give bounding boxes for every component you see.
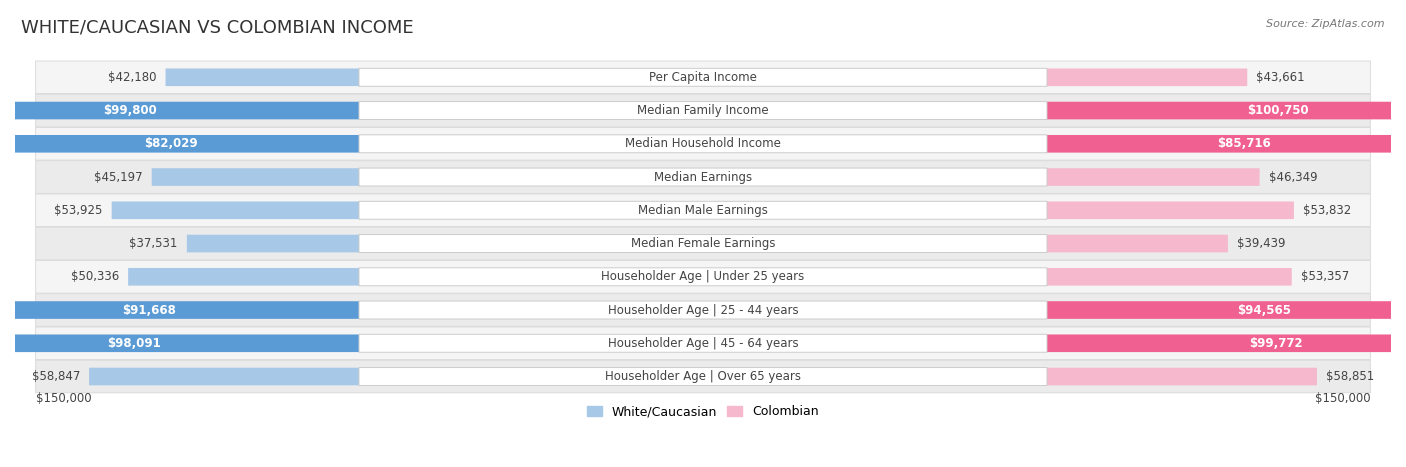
FancyBboxPatch shape bbox=[359, 334, 1047, 352]
FancyBboxPatch shape bbox=[359, 268, 1047, 286]
Text: Per Capita Income: Per Capita Income bbox=[650, 71, 756, 84]
FancyBboxPatch shape bbox=[359, 101, 1047, 120]
FancyBboxPatch shape bbox=[187, 235, 359, 252]
FancyBboxPatch shape bbox=[35, 127, 1371, 160]
FancyBboxPatch shape bbox=[35, 94, 1371, 127]
Text: Median Earnings: Median Earnings bbox=[654, 170, 752, 184]
FancyBboxPatch shape bbox=[1047, 235, 1227, 252]
FancyBboxPatch shape bbox=[0, 301, 359, 319]
FancyBboxPatch shape bbox=[35, 227, 1371, 260]
FancyBboxPatch shape bbox=[359, 368, 1047, 385]
Text: $50,336: $50,336 bbox=[70, 270, 120, 283]
Text: $37,531: $37,531 bbox=[129, 237, 177, 250]
FancyBboxPatch shape bbox=[1047, 368, 1317, 385]
Text: $45,197: $45,197 bbox=[94, 170, 142, 184]
FancyBboxPatch shape bbox=[0, 135, 359, 153]
Text: Householder Age | 25 - 44 years: Householder Age | 25 - 44 years bbox=[607, 304, 799, 317]
Text: $42,180: $42,180 bbox=[108, 71, 156, 84]
FancyBboxPatch shape bbox=[0, 102, 359, 120]
FancyBboxPatch shape bbox=[35, 261, 1371, 293]
FancyBboxPatch shape bbox=[0, 334, 359, 352]
FancyBboxPatch shape bbox=[35, 327, 1371, 360]
FancyBboxPatch shape bbox=[1047, 201, 1294, 219]
FancyBboxPatch shape bbox=[1047, 334, 1406, 352]
FancyBboxPatch shape bbox=[359, 201, 1047, 219]
FancyBboxPatch shape bbox=[35, 294, 1371, 326]
Text: $99,800: $99,800 bbox=[103, 104, 157, 117]
Text: $91,668: $91,668 bbox=[122, 304, 176, 317]
Text: $53,357: $53,357 bbox=[1301, 270, 1350, 283]
Text: $100,750: $100,750 bbox=[1247, 104, 1309, 117]
Text: $98,091: $98,091 bbox=[107, 337, 160, 350]
FancyBboxPatch shape bbox=[1047, 102, 1406, 120]
Legend: White/Caucasian, Colombian: White/Caucasian, Colombian bbox=[582, 400, 824, 423]
Text: Householder Age | Over 65 years: Householder Age | Over 65 years bbox=[605, 370, 801, 383]
Text: $43,661: $43,661 bbox=[1257, 71, 1305, 84]
Text: Median Male Earnings: Median Male Earnings bbox=[638, 204, 768, 217]
Text: $85,716: $85,716 bbox=[1216, 137, 1271, 150]
FancyBboxPatch shape bbox=[1047, 135, 1406, 153]
Text: Householder Age | 45 - 64 years: Householder Age | 45 - 64 years bbox=[607, 337, 799, 350]
FancyBboxPatch shape bbox=[35, 161, 1371, 193]
Text: $150,000: $150,000 bbox=[35, 392, 91, 404]
Text: $58,847: $58,847 bbox=[31, 370, 80, 383]
Text: $39,439: $39,439 bbox=[1237, 237, 1285, 250]
Text: WHITE/CAUCASIAN VS COLOMBIAN INCOME: WHITE/CAUCASIAN VS COLOMBIAN INCOME bbox=[21, 19, 413, 37]
FancyBboxPatch shape bbox=[128, 268, 359, 286]
FancyBboxPatch shape bbox=[1047, 69, 1247, 86]
FancyBboxPatch shape bbox=[152, 168, 359, 186]
Text: $53,925: $53,925 bbox=[53, 204, 103, 217]
FancyBboxPatch shape bbox=[35, 61, 1371, 93]
FancyBboxPatch shape bbox=[111, 201, 359, 219]
FancyBboxPatch shape bbox=[359, 234, 1047, 253]
FancyBboxPatch shape bbox=[359, 301, 1047, 319]
Text: $82,029: $82,029 bbox=[143, 137, 198, 150]
Text: Median Family Income: Median Family Income bbox=[637, 104, 769, 117]
FancyBboxPatch shape bbox=[35, 194, 1371, 226]
FancyBboxPatch shape bbox=[1047, 301, 1406, 319]
FancyBboxPatch shape bbox=[1047, 168, 1260, 186]
Text: $58,851: $58,851 bbox=[1326, 370, 1374, 383]
FancyBboxPatch shape bbox=[359, 68, 1047, 86]
FancyBboxPatch shape bbox=[35, 360, 1371, 393]
FancyBboxPatch shape bbox=[89, 368, 359, 385]
FancyBboxPatch shape bbox=[359, 168, 1047, 186]
Text: $99,772: $99,772 bbox=[1249, 337, 1302, 350]
Text: Median Female Earnings: Median Female Earnings bbox=[631, 237, 775, 250]
Text: Median Household Income: Median Household Income bbox=[626, 137, 780, 150]
Text: Source: ZipAtlas.com: Source: ZipAtlas.com bbox=[1267, 19, 1385, 28]
FancyBboxPatch shape bbox=[166, 69, 359, 86]
Text: $150,000: $150,000 bbox=[1315, 392, 1371, 404]
Text: Householder Age | Under 25 years: Householder Age | Under 25 years bbox=[602, 270, 804, 283]
Text: $46,349: $46,349 bbox=[1268, 170, 1317, 184]
FancyBboxPatch shape bbox=[1047, 268, 1292, 286]
FancyBboxPatch shape bbox=[359, 135, 1047, 153]
Text: $53,832: $53,832 bbox=[1303, 204, 1351, 217]
Text: $94,565: $94,565 bbox=[1237, 304, 1291, 317]
